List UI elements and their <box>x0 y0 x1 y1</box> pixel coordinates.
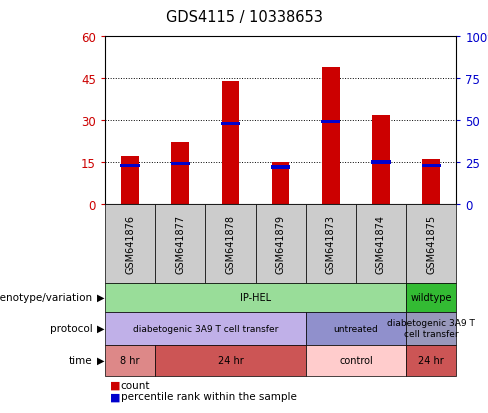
Text: protocol: protocol <box>50 323 93 333</box>
Bar <box>271 166 290 169</box>
Text: 8 hr: 8 hr <box>120 355 140 366</box>
Bar <box>371 161 391 164</box>
Text: control: control <box>339 355 373 366</box>
Text: genotype/variation: genotype/variation <box>0 292 93 302</box>
Bar <box>171 143 189 204</box>
Bar <box>372 115 390 204</box>
Text: percentile rank within the sample: percentile rank within the sample <box>121 392 296 401</box>
Text: GSM641879: GSM641879 <box>276 214 285 273</box>
Bar <box>322 68 340 204</box>
Text: ▶: ▶ <box>97 292 105 302</box>
Bar <box>121 157 139 204</box>
Text: GSM641877: GSM641877 <box>175 214 185 273</box>
Bar <box>170 163 190 166</box>
Text: diabetogenic 3A9 T
cell transfer: diabetogenic 3A9 T cell transfer <box>387 319 475 338</box>
Text: ■: ■ <box>110 380 121 390</box>
Text: ■: ■ <box>110 392 121 401</box>
Bar <box>272 163 289 204</box>
Bar <box>423 160 440 204</box>
Text: time: time <box>69 355 93 366</box>
Text: diabetogenic 3A9 T cell transfer: diabetogenic 3A9 T cell transfer <box>133 324 278 333</box>
Bar <box>422 164 441 168</box>
Text: 24 hr: 24 hr <box>418 355 444 366</box>
Bar <box>221 123 240 126</box>
Text: untreated: untreated <box>333 324 378 333</box>
Text: 24 hr: 24 hr <box>218 355 244 366</box>
Text: wildtype: wildtype <box>410 292 452 302</box>
Text: IP-HEL: IP-HEL <box>240 292 271 302</box>
Text: GDS4115 / 10338653: GDS4115 / 10338653 <box>165 10 323 25</box>
Text: GSM641878: GSM641878 <box>225 214 235 273</box>
Text: GSM641876: GSM641876 <box>125 214 135 273</box>
Text: count: count <box>121 380 150 390</box>
Bar <box>321 121 341 124</box>
Text: ▶: ▶ <box>97 323 105 333</box>
Text: GSM641875: GSM641875 <box>426 214 436 273</box>
Text: ▶: ▶ <box>97 355 105 366</box>
Bar <box>222 82 239 204</box>
Text: GSM641873: GSM641873 <box>326 214 336 273</box>
Text: GSM641874: GSM641874 <box>376 214 386 273</box>
Bar <box>121 164 140 168</box>
